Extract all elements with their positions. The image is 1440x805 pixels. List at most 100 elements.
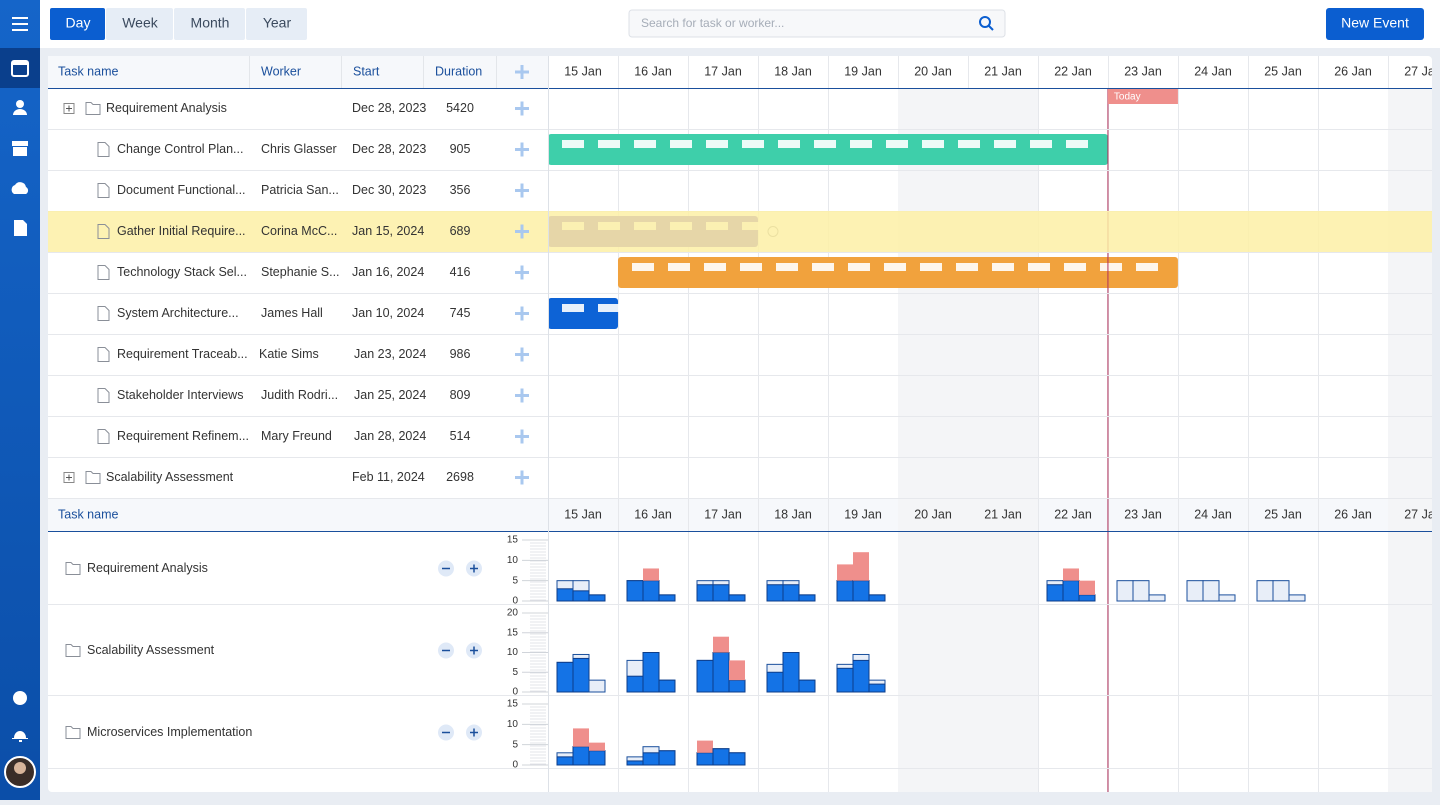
bar-segment [670, 140, 692, 148]
load [557, 589, 573, 601]
scale-label: 15 [507, 699, 519, 710]
scale-label: 20 [507, 608, 519, 619]
load [697, 660, 713, 692]
load [573, 747, 589, 765]
sidebar [0, 0, 40, 800]
bar-segment [598, 140, 620, 148]
worker-name: Katie Sims [259, 347, 319, 361]
day-label: 16 Jan [634, 64, 672, 78]
bar-segment [814, 140, 836, 148]
bar-segment [634, 140, 656, 148]
bar-segment [668, 263, 690, 271]
bar-segment [742, 140, 764, 148]
weekend-shade [898, 88, 968, 792]
duration: 5420 [446, 101, 474, 115]
capacity [1219, 595, 1235, 601]
load [589, 751, 605, 765]
search-placeholder: Search for task or worker... [641, 16, 784, 30]
tab-label: Week [122, 15, 159, 31]
day-label: 15 Jan [564, 64, 602, 78]
bar-segment [1028, 263, 1050, 271]
load [869, 595, 885, 601]
bar-segment [562, 304, 584, 312]
overload [729, 660, 745, 680]
day-label: 21 Jan [984, 64, 1022, 78]
day-label: 19 Jan [844, 507, 882, 521]
load [767, 672, 783, 692]
archive-icon[interactable] [12, 141, 28, 146]
duration: 745 [450, 306, 471, 320]
overload [643, 568, 659, 580]
start-date: Jan 15, 2024 [352, 224, 424, 238]
load [713, 749, 729, 765]
load [799, 680, 815, 692]
day-label: 18 Jan [774, 507, 812, 521]
scale-label: 5 [512, 575, 518, 586]
load [853, 660, 869, 692]
bar-segment [704, 263, 726, 271]
start-date: Jan 25, 2024 [354, 388, 426, 402]
new-event-label: New Event [1341, 15, 1409, 31]
capacity [1117, 581, 1133, 601]
load [729, 680, 745, 692]
worker-name: Judith Rodri... [261, 388, 338, 402]
task-bar[interactable] [548, 134, 1108, 165]
day-label: 26 Jan [1334, 507, 1372, 521]
scale-label: 0 [512, 760, 518, 771]
load [837, 668, 853, 692]
tab-label: Day [66, 15, 91, 31]
settings-icon[interactable] [13, 691, 27, 705]
task-name: Document Functional... [117, 183, 246, 197]
task-bar[interactable] [618, 257, 1178, 288]
column-header: Worker [261, 64, 301, 78]
load [713, 585, 729, 601]
day-label: 27 Jan [1404, 64, 1440, 78]
resource-name: Scalability Assessment [87, 643, 215, 657]
duration: 905 [450, 142, 471, 156]
start-date: Feb 11, 2024 [352, 470, 425, 484]
day-label: 23 Jan [1124, 507, 1162, 521]
day-label: 16 Jan [634, 507, 672, 521]
overload [573, 728, 589, 746]
capacity [1289, 595, 1305, 601]
bar-segment [706, 140, 728, 148]
scale-label: 0 [512, 687, 518, 698]
load [643, 581, 659, 601]
duration: 2698 [446, 470, 474, 484]
task-bar[interactable] [548, 298, 618, 329]
resource-name: Microservices Implementation [87, 725, 252, 739]
task-name: Requirement Refinem... [117, 429, 249, 443]
load [783, 585, 799, 601]
capacity [1133, 581, 1149, 601]
start-date: Jan 23, 2024 [354, 347, 426, 361]
bar-segment [958, 140, 980, 148]
scale-label: 15 [507, 627, 519, 638]
worker-name: Stephanie S... [261, 265, 340, 279]
capacity [589, 680, 605, 692]
load [869, 684, 885, 692]
task-name: System Architecture... [117, 306, 239, 320]
bar-segment [848, 263, 870, 271]
overload [589, 743, 605, 751]
duration: 986 [450, 347, 471, 361]
menu-icon[interactable] [12, 17, 28, 19]
bar-segment [922, 140, 944, 148]
bar-segment [920, 263, 942, 271]
load [659, 595, 675, 601]
weekend-shade [1388, 88, 1440, 792]
doc-icon[interactable] [14, 220, 27, 236]
load [643, 653, 659, 693]
column-header: Start [353, 64, 380, 78]
active-nav [0, 48, 40, 88]
day-label: 23 Jan [1124, 64, 1162, 78]
start-date: Jan 10, 2024 [352, 306, 424, 320]
overload [1063, 568, 1079, 580]
bar-segment [994, 140, 1016, 148]
load [697, 585, 713, 601]
bar-segment [776, 263, 798, 271]
user-icon[interactable] [16, 100, 24, 108]
load [853, 581, 869, 601]
day-label: 17 Jan [704, 64, 742, 78]
resource-name: Requirement Analysis [87, 561, 208, 575]
